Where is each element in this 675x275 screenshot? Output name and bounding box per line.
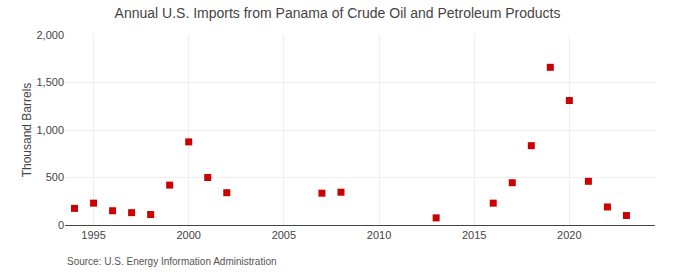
svg-text:1,500: 1,500: [36, 76, 64, 88]
svg-text:500: 500: [46, 171, 64, 183]
svg-text:2010: 2010: [367, 229, 391, 241]
svg-text:1995: 1995: [81, 229, 105, 241]
svg-text:Source: U.S. Energy Informatio: Source: U.S. Energy Information Administ…: [67, 256, 277, 267]
svg-text:2020: 2020: [557, 229, 581, 241]
svg-text:2,000: 2,000: [36, 29, 64, 41]
svg-text:Thousand Barrels: Thousand Barrels: [20, 83, 34, 178]
svg-text:2005: 2005: [272, 229, 296, 241]
svg-text:2015: 2015: [462, 229, 486, 241]
svg-text:0: 0: [58, 219, 64, 231]
svg-text:2000: 2000: [176, 229, 200, 241]
svg-text:Annual U.S. Imports from Panam: Annual U.S. Imports from Panama of Crude…: [115, 5, 561, 21]
svg-text:1,000: 1,000: [36, 124, 64, 136]
